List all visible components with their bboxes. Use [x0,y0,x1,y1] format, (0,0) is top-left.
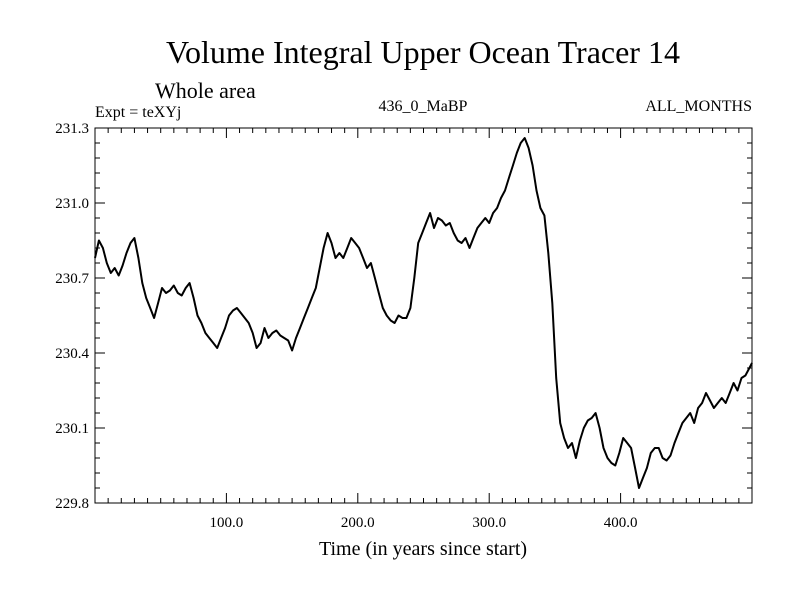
y-tick-label: 231.0 [55,196,89,212]
x-axis-label: Time (in years since start) [319,538,527,560]
y-tick-label: 230.7 [55,271,89,287]
expt-label: Expt = teXYj [95,104,181,121]
x-tick-label: 300.0 [472,515,506,531]
right-label: ALL_MONTHS [645,98,752,115]
x-tick-label: 200.0 [341,515,375,531]
y-tick-labels: 229.8 230.1 230.4 230.7 231.0 231.3 [55,121,89,512]
y-tick-label: 231.3 [55,121,89,137]
x-tick-label: 100.0 [210,515,244,531]
y-tick-label: 229.8 [55,496,89,512]
chart-title: Volume Integral Upper Ocean Tracer 14 [166,34,680,70]
axis-ticks [94,127,753,504]
center-label: 436_0_MaBP [379,98,468,115]
series-line [94,137,753,489]
y-tick-label: 230.4 [55,346,89,362]
chart-subtitle: Whole area [155,78,256,103]
x-tick-label: 400.0 [604,515,638,531]
plot-frame [94,127,753,504]
x-tick-labels: 100.0 200.0 300.0 400.0 [210,515,638,531]
y-tick-label: 230.1 [55,421,89,437]
